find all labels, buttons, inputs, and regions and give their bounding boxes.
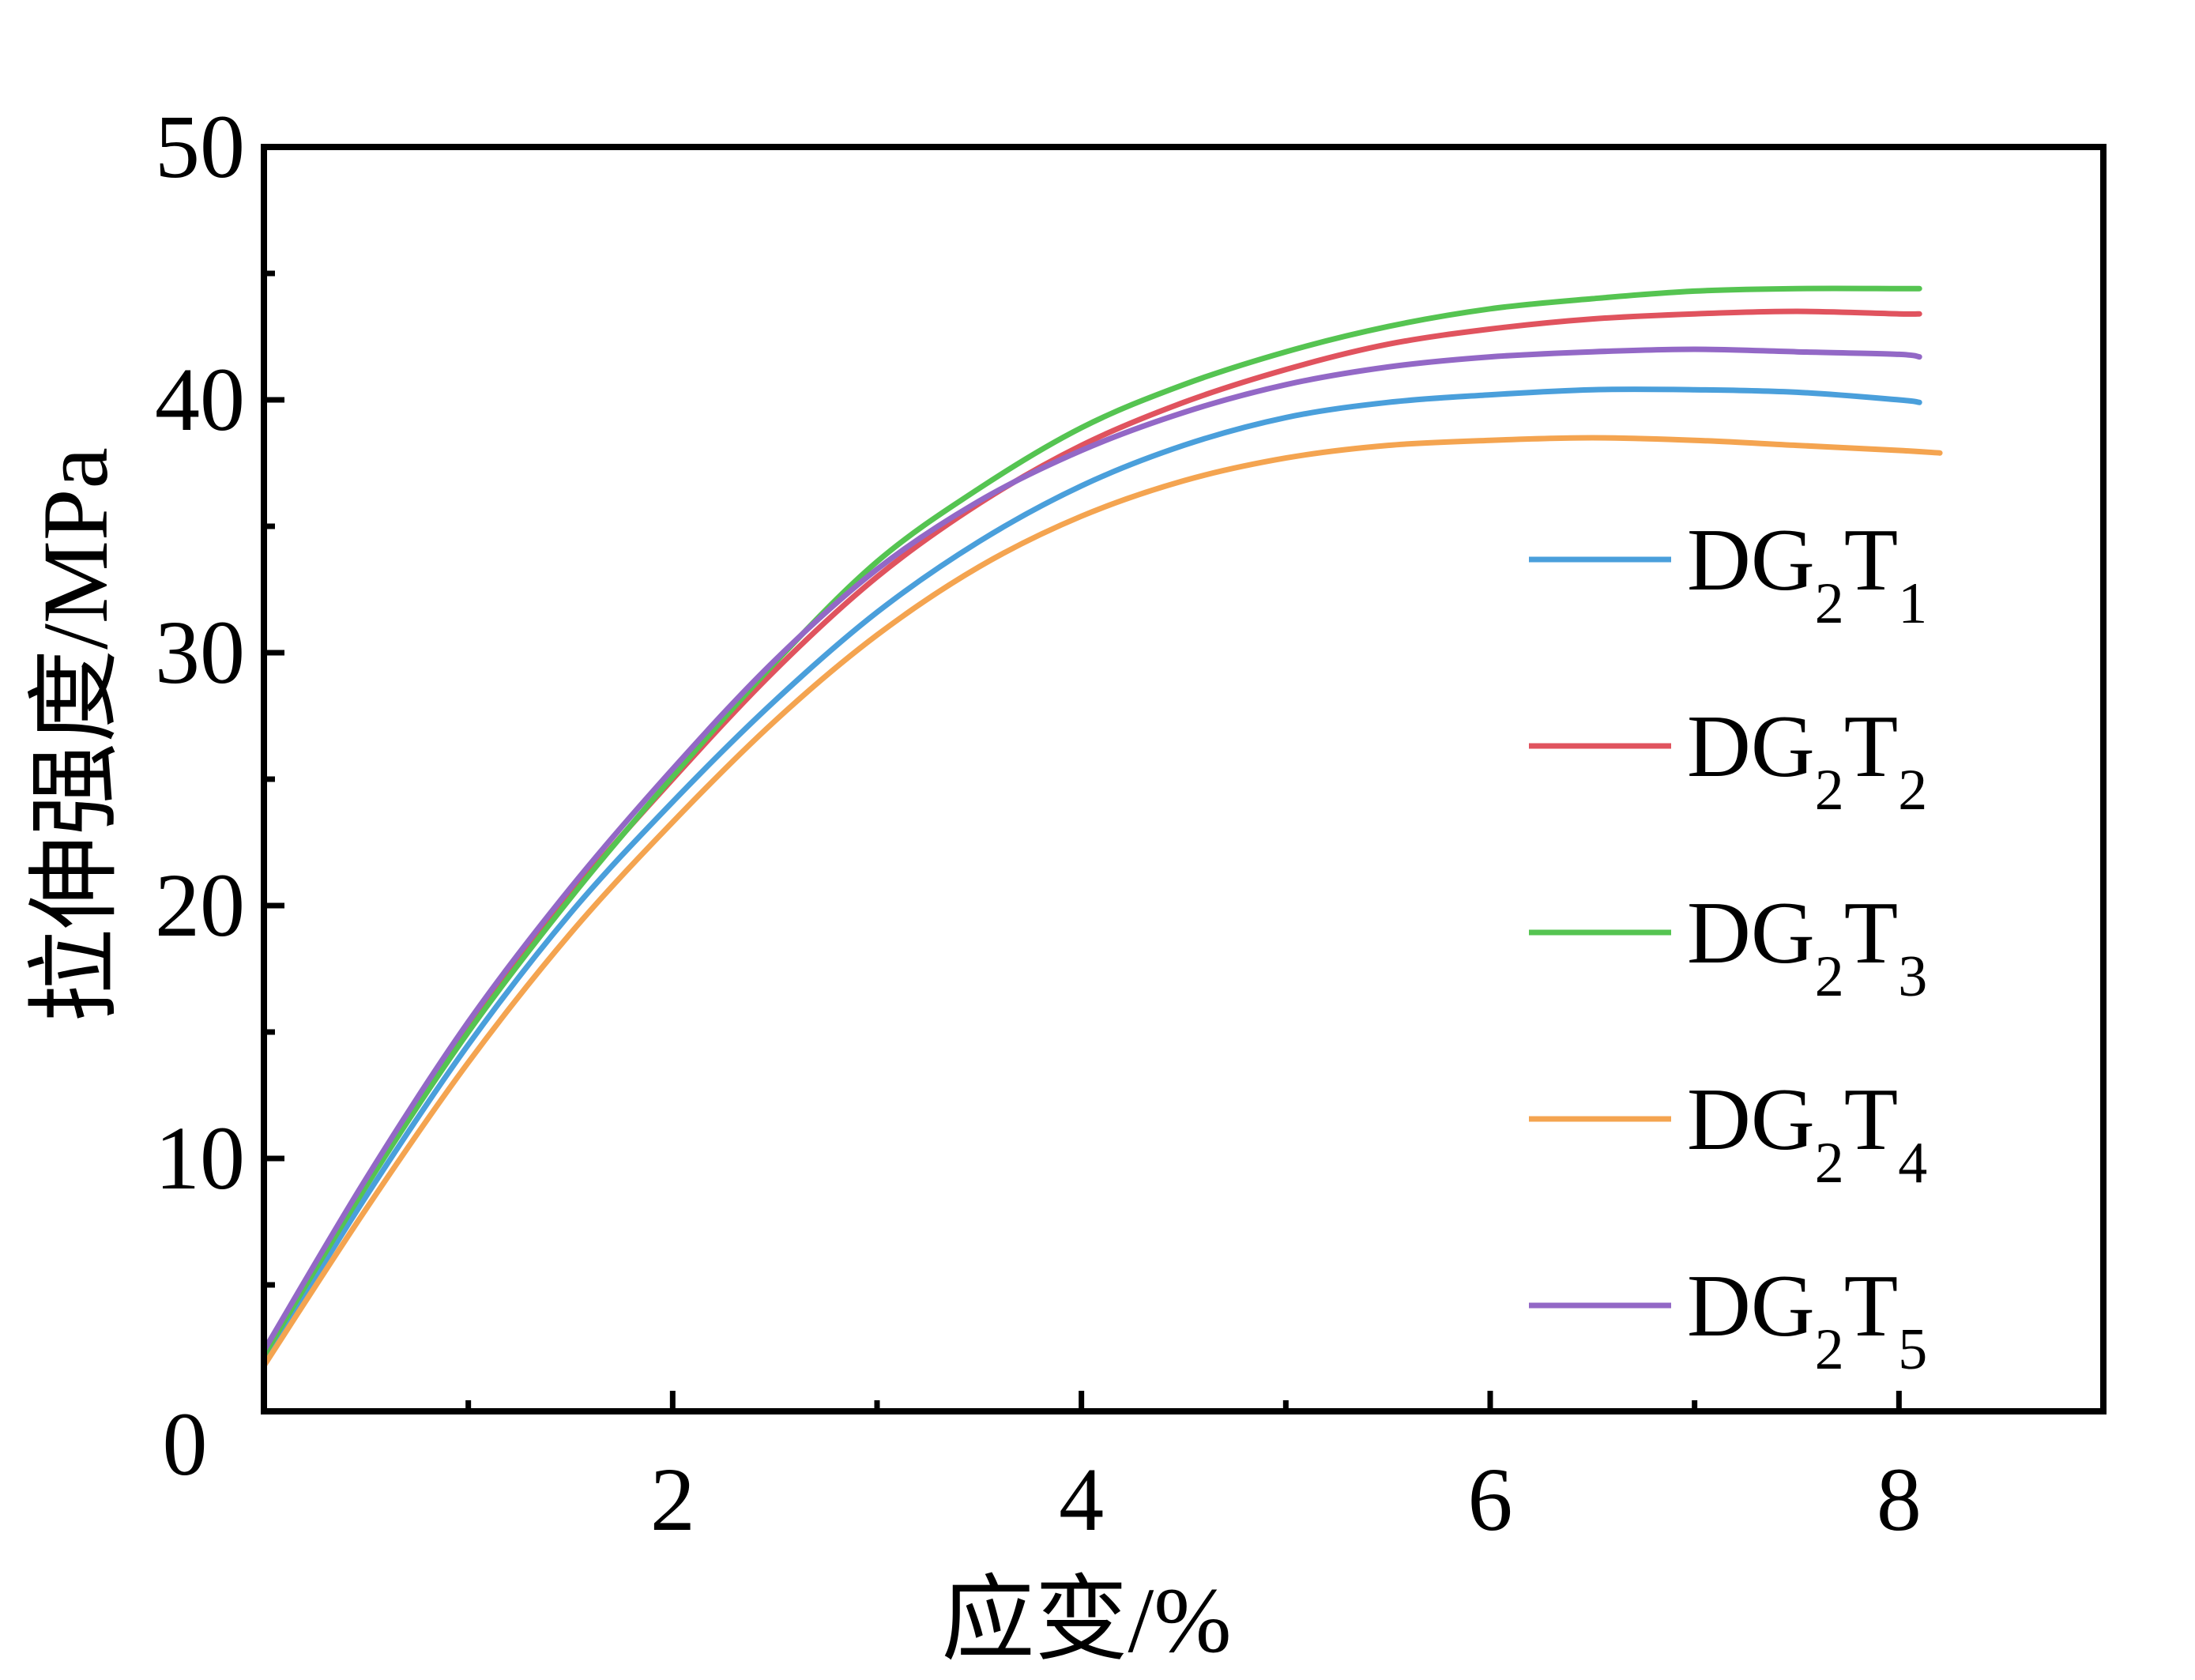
series-layer: [261, 285, 1943, 1369]
legend-label-3: DG2T3: [1687, 884, 1927, 1009]
y-tick-label: 20: [155, 855, 245, 955]
y-tick-label: 0: [163, 1394, 208, 1494]
series-line-4: [261, 435, 1943, 1369]
y-tick-label: 40: [155, 349, 245, 450]
x-tick-label: 8: [1877, 1449, 1922, 1550]
y-tick-label: 50: [155, 96, 245, 197]
ticks-layer: [264, 270, 1902, 1411]
series-line-3: [261, 285, 1922, 1359]
series-line-1: [261, 386, 1922, 1364]
tick-labels-layer: 2 4 6 8 0 10 20 30 40 50: [155, 96, 1922, 1550]
legend-label-5: DG2T5: [1687, 1257, 1927, 1382]
y-axis-title: 拉伸强度/MPa: [24, 447, 127, 1023]
x-tick-label: 6: [1468, 1449, 1513, 1550]
legend-label-4: DG2T4: [1687, 1071, 1927, 1196]
y-tick-label: 10: [155, 1108, 245, 1208]
y-tick-label: 30: [155, 602, 245, 703]
legend-label-1: DG2T1: [1687, 511, 1927, 636]
x-tick-label: 2: [650, 1449, 695, 1550]
legend: DG2T1 DG2T2 DG2T3 DG2T4 DG2T5: [1529, 511, 1927, 1382]
x-tick-label: 4: [1059, 1449, 1104, 1550]
series-line-2: [261, 308, 1922, 1356]
x-axis-title: 应变/%: [941, 1569, 1231, 1672]
series-line-5: [261, 346, 1922, 1354]
legend-label-2: DG2T2: [1687, 698, 1927, 823]
